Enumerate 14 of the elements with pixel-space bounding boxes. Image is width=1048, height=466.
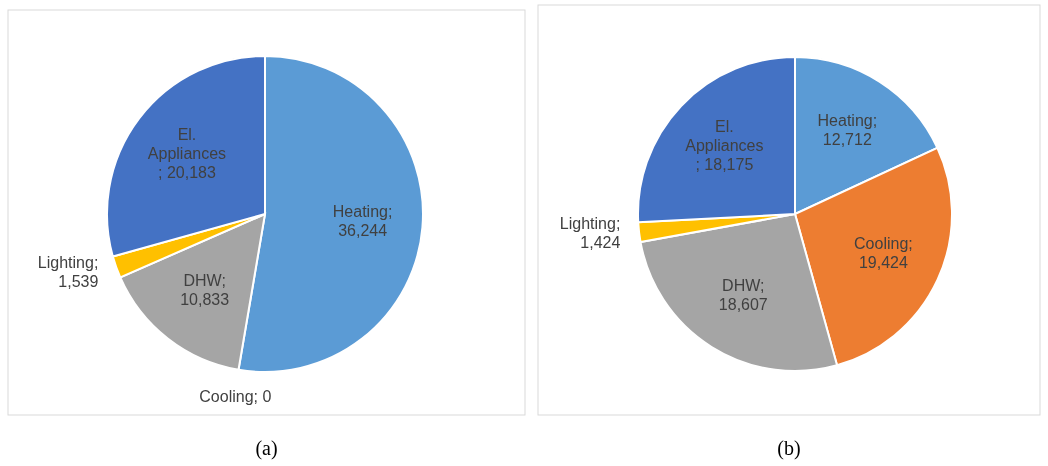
slice-label: DHW; 10,833 — [180, 271, 230, 308]
slice-label: Lighting; 1,424 — [559, 215, 621, 252]
data-label: ; 18,175 — [695, 156, 754, 174]
slice-label: El. Appliances — [685, 118, 764, 155]
slice-label: Cooling; 19,424 — [854, 235, 913, 272]
slice-label: Lighting; 1,539 — [37, 254, 99, 291]
category-label: Cooling; 0 — [199, 388, 272, 406]
data-label: ; 20,183 — [158, 164, 216, 182]
slice-label: Heating; 12,712 — [817, 112, 878, 149]
slice-label: El. Appliances — [147, 126, 227, 163]
slice-label: DHW; 18,607 — [718, 277, 768, 314]
text: (a) — [255, 437, 278, 460]
slice-label: Heating; 36,244 — [332, 202, 393, 239]
text: (b) — [777, 437, 801, 460]
